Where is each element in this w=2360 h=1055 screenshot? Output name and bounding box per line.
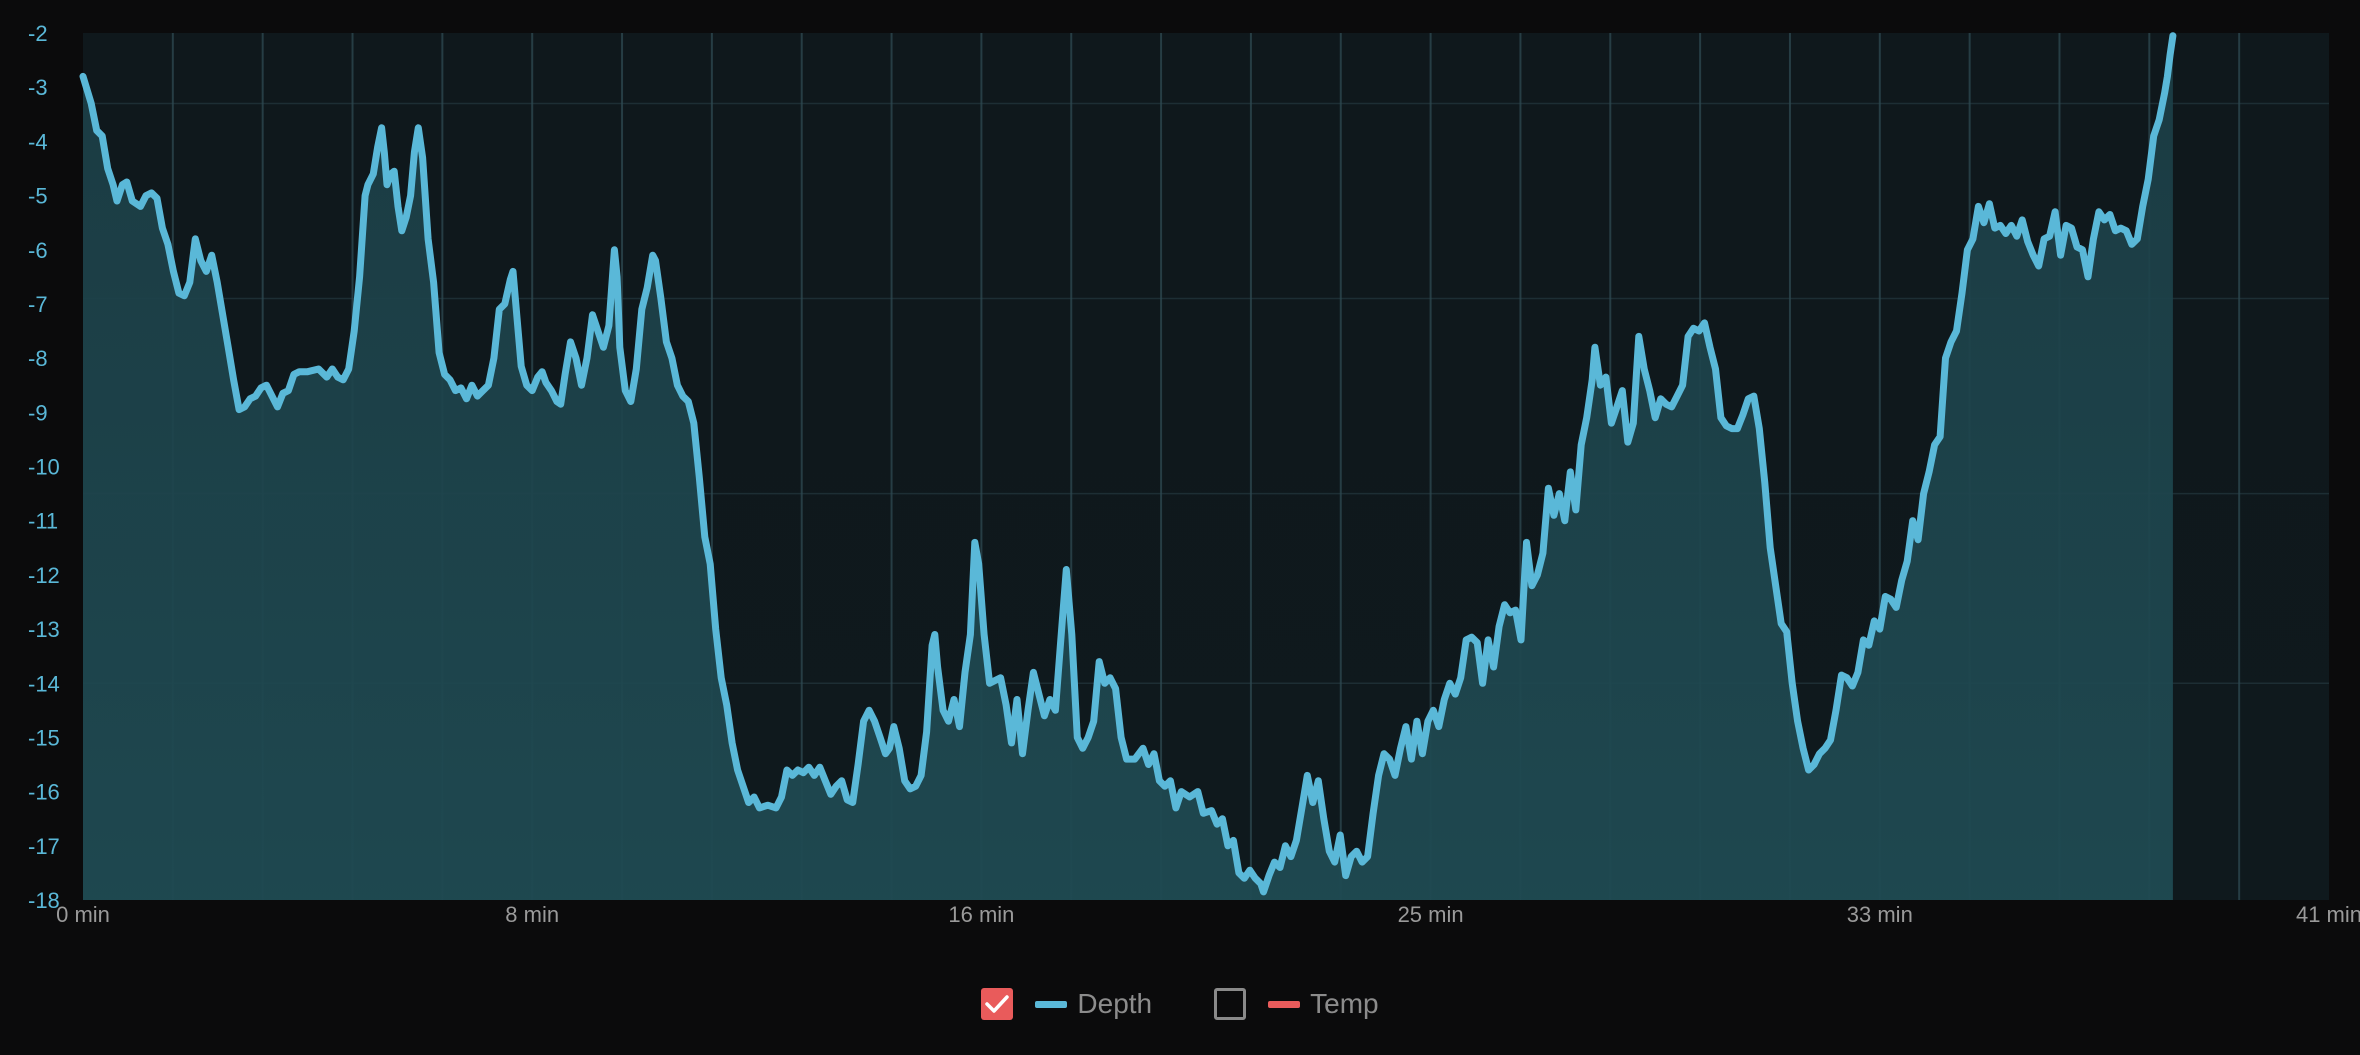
x-tick-label: 33 min <box>1847 902 1913 927</box>
y-tick-label: -9 <box>28 400 48 425</box>
y-tick-label: -11 <box>28 509 58 534</box>
x-tick-label: 8 min <box>505 902 559 927</box>
y-tick-label: -13 <box>28 617 60 642</box>
y-tick-label: -15 <box>28 725 60 750</box>
y-tick-label: -10 <box>28 455 60 480</box>
depth-checkbox[interactable] <box>981 988 1014 1020</box>
legend-label-depth: Depth <box>1077 988 1153 1019</box>
x-tick-label: 0 min <box>56 902 110 927</box>
x-tick-label: 25 min <box>1398 902 1464 927</box>
y-tick-label: -12 <box>28 563 60 588</box>
legend-item-depth[interactable]: Depth <box>981 988 1152 1020</box>
temp-swatch <box>1268 1000 1301 1008</box>
legend-label-temp: Temp <box>1310 988 1379 1019</box>
depth-series-line[interactable] <box>79 32 2177 896</box>
x-tick-label: 41 min <box>2296 902 2360 927</box>
chart-canvas[interactable]: -2 -3 -4 -5 -6 -7 -8 -9 -10 -11 -12 -13 -14 -15 -16 -17… <box>0 0 2360 940</box>
temp-checkbox[interactable] <box>1214 988 1247 1020</box>
x-tick-label: 16 min <box>948 902 1014 927</box>
y-tick-label: -5 <box>28 184 48 209</box>
y-tick-label: -3 <box>28 75 48 100</box>
y-tick-label: -6 <box>28 238 48 263</box>
chart-legend: Depth Temp <box>0 978 2360 1030</box>
depth-area-fill <box>83 35 2173 900</box>
y-tick-label: -2 <box>28 21 48 46</box>
legend-item-temp[interactable]: Temp <box>1214 988 1379 1020</box>
y-tick-label: -8 <box>28 346 48 371</box>
y-tick-label: -4 <box>28 129 48 154</box>
y-tick-label: -16 <box>28 780 60 805</box>
y-axis-ticks: -2 -3 -4 -5 -6 -7 -8 -9 -10 -11 -12 -13 -14 -15 -16 -17… <box>28 21 60 913</box>
y-tick-label: -17 <box>28 834 60 859</box>
depth-swatch <box>1035 1000 1068 1008</box>
check-icon <box>985 995 1010 1013</box>
x-axis-ticks: 0 min 8 min 16 min 25 min 33 min 41 min <box>56 902 2360 927</box>
y-tick-label: -14 <box>28 671 60 696</box>
y-tick-label: -7 <box>28 292 48 317</box>
y-tick-label: -18 <box>28 888 60 913</box>
